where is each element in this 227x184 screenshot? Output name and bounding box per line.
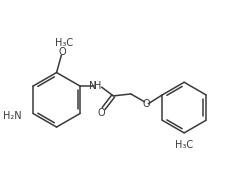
Text: H: H — [94, 81, 101, 91]
Text: N: N — [89, 81, 96, 91]
Text: O: O — [59, 47, 66, 57]
Text: H₃C: H₃C — [175, 140, 193, 150]
Text: O: O — [143, 99, 150, 109]
Text: H₂N: H₂N — [3, 111, 21, 121]
Text: O: O — [98, 108, 105, 118]
Text: H₃C: H₃C — [55, 38, 73, 48]
